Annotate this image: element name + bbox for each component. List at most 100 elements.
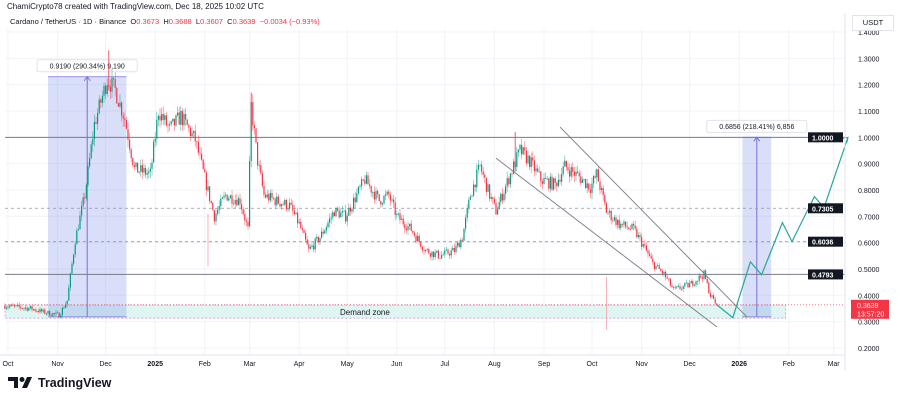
candle-up bbox=[217, 210, 219, 214]
candle-up bbox=[591, 183, 593, 193]
candle-down bbox=[577, 171, 579, 173]
candle-up bbox=[684, 283, 686, 287]
candle-up bbox=[68, 287, 70, 301]
candle-up bbox=[383, 196, 385, 204]
candle-up bbox=[161, 113, 163, 121]
candle-down bbox=[21, 308, 23, 309]
candle-up bbox=[445, 249, 447, 251]
candle-down bbox=[580, 176, 582, 183]
candle-up bbox=[330, 217, 332, 219]
candle-down bbox=[109, 86, 111, 92]
candle-up bbox=[151, 162, 153, 169]
candle-up bbox=[517, 149, 519, 153]
candle-down bbox=[313, 245, 315, 250]
candle-up bbox=[557, 179, 559, 187]
candle-down bbox=[124, 118, 126, 121]
candle-up bbox=[460, 239, 462, 248]
tradingview-logo[interactable]: TradingView bbox=[8, 376, 111, 390]
candle-down bbox=[13, 305, 15, 307]
candle-down bbox=[257, 142, 259, 166]
candle-up bbox=[601, 188, 603, 190]
candle-down bbox=[402, 218, 404, 225]
candle-down bbox=[533, 160, 535, 172]
currency-unit-button[interactable]: USDT bbox=[852, 15, 894, 31]
candle-down bbox=[273, 197, 275, 199]
candle-down bbox=[495, 202, 497, 215]
candle-up bbox=[157, 116, 159, 120]
candle-up bbox=[442, 254, 444, 256]
price-tick-label: 1.2000 bbox=[858, 83, 880, 90]
low-label: L bbox=[195, 17, 201, 26]
candle-up bbox=[340, 212, 342, 218]
candle-up bbox=[175, 115, 177, 126]
time-tick-label: Feb bbox=[783, 361, 795, 368]
candle-up bbox=[332, 212, 334, 218]
candle-down bbox=[333, 212, 335, 217]
candle-down bbox=[423, 250, 425, 252]
candle-up bbox=[471, 195, 473, 197]
candle-down bbox=[201, 153, 203, 160]
candle-down bbox=[125, 120, 127, 129]
candle-up bbox=[685, 282, 687, 284]
candle-up bbox=[47, 311, 49, 314]
candle-up bbox=[71, 263, 73, 274]
candle-up bbox=[466, 208, 468, 218]
candle-down bbox=[132, 157, 134, 166]
candle-up bbox=[82, 197, 84, 206]
high-value: 0.3688 bbox=[168, 17, 192, 26]
candle-down bbox=[116, 88, 118, 104]
low-value: 0.3607 bbox=[200, 17, 223, 26]
candle-down bbox=[433, 251, 435, 258]
candle-up bbox=[74, 244, 76, 255]
candle-down bbox=[410, 223, 412, 231]
candle-up bbox=[609, 210, 611, 213]
price-tick-label: 0.3000 bbox=[858, 320, 880, 327]
change-value: −0.0034 (−0.93%) bbox=[259, 17, 320, 26]
candle-up bbox=[581, 179, 583, 183]
candle-up bbox=[519, 144, 521, 150]
candle-up bbox=[689, 283, 691, 288]
candle-down bbox=[653, 262, 655, 270]
candle-down bbox=[285, 200, 287, 210]
candle-up bbox=[164, 115, 166, 120]
candle-up bbox=[436, 250, 438, 253]
candle-up bbox=[497, 209, 499, 215]
candle-down bbox=[621, 223, 623, 225]
candle-down bbox=[44, 309, 46, 314]
candle-up bbox=[153, 141, 155, 163]
candle-up bbox=[39, 309, 41, 313]
candle-down bbox=[578, 172, 580, 177]
measure-label: 0.9190 (290.34%) 9,190 bbox=[50, 63, 125, 70]
price-tick-label: 0.2000 bbox=[858, 346, 880, 353]
symbol-title[interactable]: Cardano / TetherUS · 1D · Binance bbox=[10, 17, 127, 26]
candle-down bbox=[453, 247, 455, 252]
measure-label: 0.6856 (218.41%) 6,856 bbox=[719, 124, 794, 131]
candle-up bbox=[562, 166, 564, 175]
candle-down bbox=[129, 139, 131, 150]
candle-up bbox=[289, 202, 291, 209]
candle-down bbox=[573, 171, 575, 176]
candle-up bbox=[229, 195, 231, 199]
candle-up bbox=[391, 199, 393, 201]
candle-down bbox=[50, 315, 52, 317]
time-tick-label: Oct bbox=[587, 361, 598, 368]
current-price-badge bbox=[851, 299, 889, 319]
time-tick-label: Aug bbox=[488, 361, 501, 368]
candle-down bbox=[687, 282, 689, 288]
candle-down bbox=[501, 193, 503, 201]
candle-up bbox=[314, 238, 316, 250]
candle-down bbox=[130, 149, 132, 158]
candle-up bbox=[169, 124, 171, 126]
candle-up bbox=[620, 223, 622, 228]
candle-down bbox=[650, 255, 652, 259]
candle-down bbox=[236, 199, 238, 206]
demand-zone-label: Demand zone bbox=[340, 308, 390, 317]
candle-up bbox=[98, 99, 100, 114]
candle-up bbox=[509, 173, 511, 185]
candle-down bbox=[666, 277, 668, 279]
candle-down bbox=[399, 213, 401, 220]
candle-down bbox=[114, 79, 116, 89]
candle-up bbox=[490, 197, 492, 199]
candle-down bbox=[692, 281, 694, 286]
